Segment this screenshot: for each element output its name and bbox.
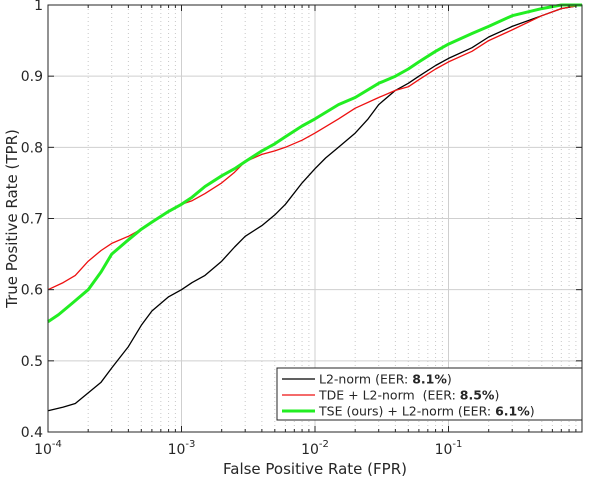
x-tick-label-exponent: -3 xyxy=(185,439,195,450)
y-tick-label: 0.8 xyxy=(21,140,43,156)
x-tick-label: 10-1 xyxy=(435,439,463,458)
legend-entry-suffix: ) xyxy=(494,388,499,403)
tick-marks xyxy=(47,4,582,433)
x-tick-label-base: 10 xyxy=(34,442,52,458)
legend-entry-suffix: ) xyxy=(530,404,535,419)
x-tick-label-exponent: -1 xyxy=(452,439,462,450)
legend-entry-eer: 8.1% xyxy=(412,372,447,387)
x-tick-label: 10-3 xyxy=(168,439,196,458)
y-axis-label: True Positive Rate (TPR) xyxy=(3,129,21,309)
x-tick-labels: 10-4 10-3 10-2 10-1 xyxy=(34,439,462,458)
series-line-l2-norm xyxy=(47,4,583,412)
x-tick-label-base: 10 xyxy=(435,442,453,458)
x-tick-label: 10-2 xyxy=(301,439,329,458)
y-tick-label: 1 xyxy=(34,0,43,14)
x-tick-label-base: 10 xyxy=(168,442,186,458)
x-tick-label-exponent: -4 xyxy=(52,439,62,450)
legend-entry-label: L2-norm (EER: xyxy=(319,372,412,387)
y-tick-label: 0.6 xyxy=(21,283,43,299)
legend: L2-norm (EER: 8.1%)TDE + L2-norm (EER: 8… xyxy=(276,367,583,421)
legend-entry-eer: 8.5% xyxy=(460,388,495,403)
grid-lines xyxy=(48,5,582,432)
series-line-tde-l2-norm xyxy=(47,4,583,291)
legend-entry-eer: 6.1% xyxy=(495,404,530,419)
x-tick-label-base: 10 xyxy=(301,442,319,458)
series-line-tse-ours-l2-norm xyxy=(47,3,582,323)
x-tick-label-exponent: -2 xyxy=(319,439,329,450)
y-tick-label: 0.7 xyxy=(21,212,43,228)
x-tick-label: 10-4 xyxy=(34,439,62,458)
legend-entry: TDE + L2-norm (EER: 8.5%) xyxy=(318,388,499,403)
x-axis-label: False Positive Rate (FPR) xyxy=(223,460,407,478)
legend-box xyxy=(276,367,583,421)
legend-entry-label: TSE (ours) + L2-norm (EER: xyxy=(318,404,495,419)
y-tick-labels: 0.4 0.5 0.6 0.7 0.8 0.9 1 xyxy=(21,0,43,441)
y-tick-label: 0.5 xyxy=(21,354,43,370)
legend-entry: L2-norm (EER: 8.1%) xyxy=(319,372,452,387)
legend-entry-suffix: ) xyxy=(447,372,452,387)
y-tick-label: 0.4 xyxy=(21,425,43,441)
legend-entry: TSE (ours) + L2-norm (EER: 6.1%) xyxy=(318,404,535,419)
series-group xyxy=(47,3,583,412)
y-tick-label: 0.9 xyxy=(21,69,43,85)
legend-entry-label: TDE + L2-norm (EER: xyxy=(318,388,460,403)
